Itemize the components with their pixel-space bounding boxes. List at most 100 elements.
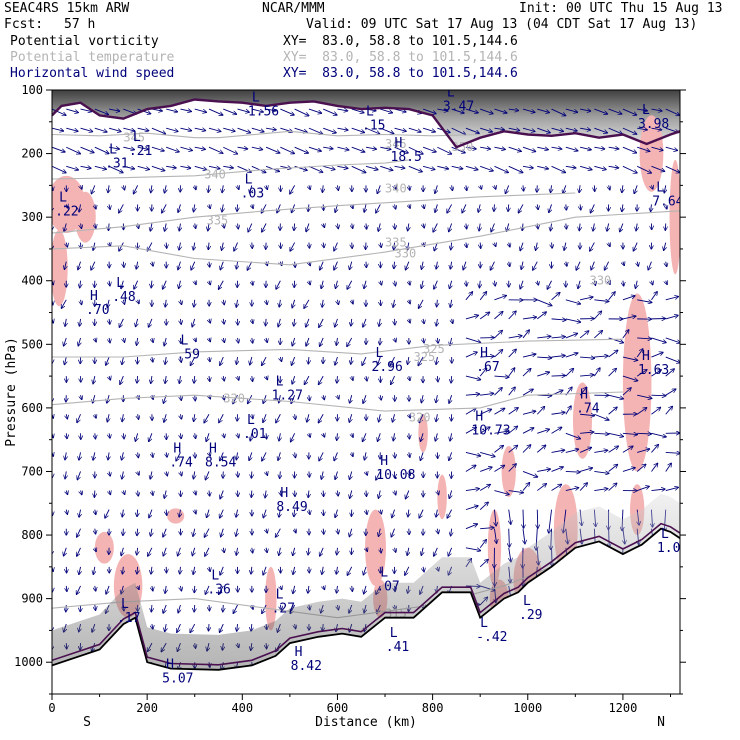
wind-vector [494,243,495,247]
wind-vector [349,414,352,422]
wind-vector [280,662,281,668]
wind-vector [537,429,549,434]
wind-vector [649,604,652,628]
wind-vector [306,223,309,232]
wind-vector [275,642,281,652]
wind-vector [119,318,124,328]
wind-vector [293,585,295,594]
wind-vector [465,375,481,380]
wind-vector [393,433,394,441]
wind-vector [337,185,338,190]
wind-vector [423,223,424,228]
wind-vector [81,491,82,495]
wind-vector [377,185,380,193]
wind-vector [509,566,511,583]
extremum-value: .74 [576,401,600,416]
wind-vector [294,643,295,650]
theta-contour-label: 340 [204,168,226,182]
wind-vector [450,337,452,346]
wind-vector [447,509,453,519]
wind-vector [564,242,566,251]
wind-vector [52,281,53,285]
wind-vector [337,299,338,305]
wind-vector [123,185,124,190]
wind-vector [579,585,580,607]
wind-vector [309,262,310,266]
wind-vector [608,483,617,491]
wind-vector [294,165,308,170]
wind-vector [665,337,680,343]
wind-vector [362,433,367,441]
wind-vector [223,166,233,168]
wind-vector [336,623,338,632]
wind-vector [351,318,352,326]
wind-vector [262,452,267,461]
wind-vector [635,566,637,589]
wind-vector [390,356,395,366]
wind-vector [622,375,638,381]
pv-shade-region [669,159,680,275]
wind-vector [423,605,424,609]
wind-vector [421,261,423,270]
wind-vector [337,547,338,555]
field-xy-pv: XY= 83.0, 58.8 to 101.5,144.6 [283,34,518,49]
wind-vector [651,528,653,544]
wind-vector [261,204,267,213]
wind-vector [77,528,81,538]
wind-vector [266,528,267,533]
wind-vector [335,356,338,365]
wind-vector [222,643,223,650]
wind-vector [252,547,253,553]
wind-vector [465,636,475,644]
wind-vector [180,146,192,150]
wind-vector [349,623,352,632]
wind-vector [449,452,452,460]
wind-vector [579,447,592,453]
wind-vector [95,528,96,534]
wind-vector [523,528,525,544]
extremum-marker: L [661,527,669,542]
wind-vector [637,261,638,267]
wind-vector [208,166,220,168]
wind-vector [609,243,610,247]
wind-vector [65,318,66,327]
wind-vector [138,300,139,304]
wind-vector [478,204,480,212]
wind-vector [594,624,596,639]
wind-vector [409,204,410,208]
wind-vector [334,662,338,670]
wind-vector [480,393,494,395]
wind-vector [479,292,486,301]
wind-vector [609,566,611,582]
wind-vector [94,108,109,114]
theta-contour-label: 320 [223,391,245,405]
wind-vector [107,395,109,403]
wind-vector [149,433,153,441]
wind-vector [621,585,624,609]
wind-vector [123,299,124,305]
wind-vector [537,147,548,149]
wind-vector [234,242,238,252]
wind-vector [620,624,624,647]
wind-vector [195,338,196,342]
wind-vector [378,356,381,365]
wind-vector [549,509,552,534]
wind-vector [279,299,280,307]
wind-vector [651,370,661,377]
wind-vector [665,463,672,472]
wind-vector [319,452,324,461]
wind-vector [91,185,96,193]
wind-vector [594,489,608,491]
wind-vector [195,643,196,648]
wind-vector [166,108,178,112]
extremum-value: -.42 [476,630,507,645]
wind-vector [280,166,291,168]
wind-vector [395,185,396,189]
wind-vector [634,185,637,193]
extremum-marker: L [366,104,374,119]
wind-vector [463,261,466,270]
wind-vector [275,528,281,538]
wind-vector [79,204,81,212]
wind-vector [304,375,310,385]
wind-vector [594,108,607,114]
